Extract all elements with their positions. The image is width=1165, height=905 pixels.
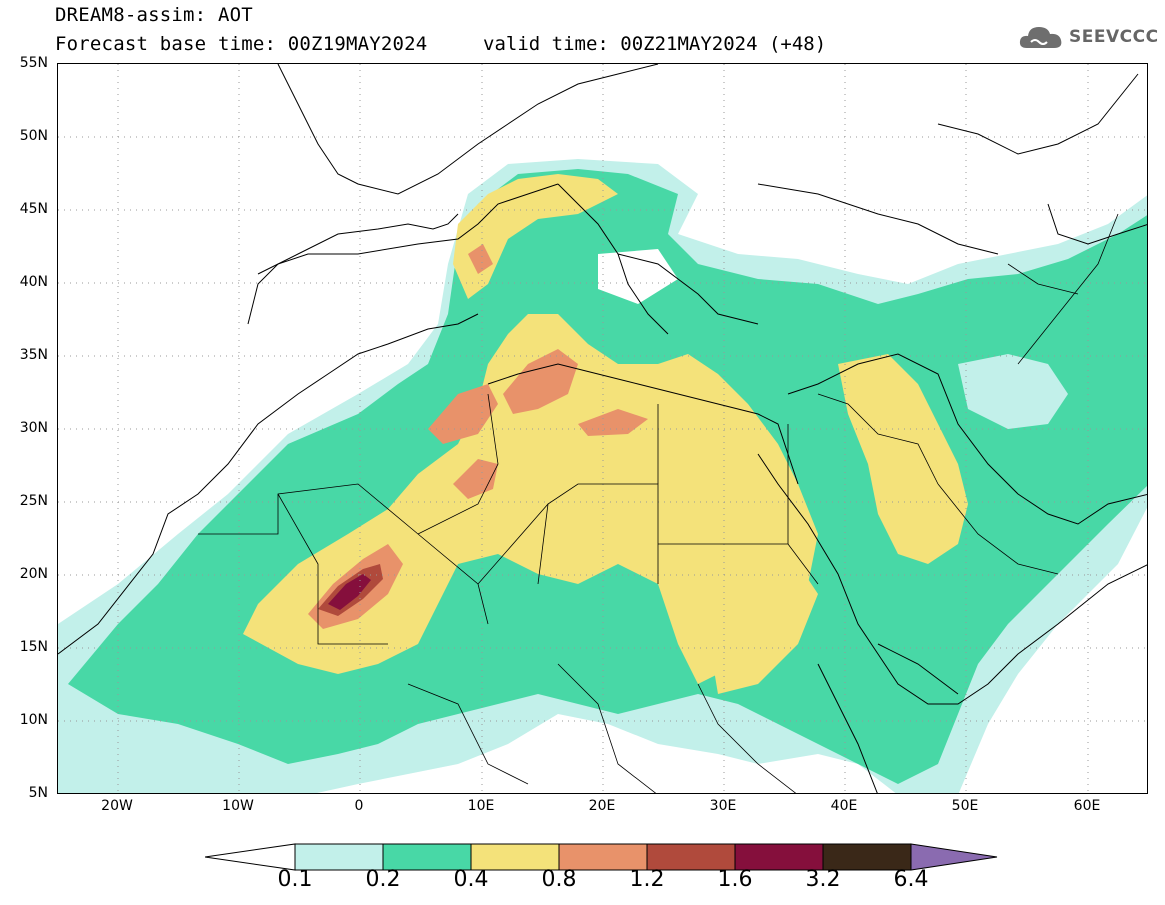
colorbar-label-1.2: 1.2 <box>629 867 665 892</box>
colorbar-swatch-0.1 <box>294 843 384 871</box>
logo-text: SEEVCCC <box>1069 27 1159 47</box>
colorbar-label-6.4: 6.4 <box>893 867 929 892</box>
colorbar-swatch-1.2 <box>646 843 736 871</box>
colorbar-swatch-3.2 <box>822 843 912 871</box>
colorbar-label-0.1: 0.1 <box>277 867 313 892</box>
aot-contour-0.8-alg <box>453 459 498 499</box>
aot-contour-0.4-iraq <box>838 354 968 564</box>
lat-label-45n: 45N <box>19 201 48 217</box>
aot-contour-0.8-po <box>468 244 493 274</box>
colorbar-swatch-0.8 <box>558 843 648 871</box>
aot-map <box>57 63 1148 794</box>
aot-contour-0.8-tunisia <box>503 349 578 414</box>
colorbar <box>205 843 998 871</box>
lon-label-10e: 10E <box>467 798 495 814</box>
lat-label-10n: 10N <box>19 712 48 728</box>
colorbar-label-1.6: 1.6 <box>717 867 753 892</box>
aot-hole-balkans <box>598 249 678 304</box>
lon-label-50e: 50E <box>951 798 979 814</box>
lat-label-25n: 25N <box>19 493 48 509</box>
lon-label-10w: 10W <box>222 798 254 814</box>
colorbar-label-0.4: 0.4 <box>453 867 489 892</box>
lat-label-50n: 50N <box>19 128 48 144</box>
lon-label-0: 0 <box>354 798 364 814</box>
lon-label-40e: 40E <box>830 798 858 814</box>
lat-label-30n: 30N <box>19 420 48 436</box>
forecast-base-time: Forecast base time: 00Z19MAY2024 <box>55 33 428 55</box>
borders <box>198 213 1119 793</box>
lat-label-55n: 55N <box>19 55 48 71</box>
lat-label-35n: 35N <box>19 347 48 363</box>
colorbar-swatch-1.6 <box>734 843 824 871</box>
lon-label-30e: 30E <box>709 798 737 814</box>
colorbar-swatch-0.2 <box>382 843 472 871</box>
aot-contour-0.8-libya <box>578 409 648 436</box>
valid-time: valid time: 00Z21MAY2024 (+48) <box>483 33 827 55</box>
colorbar-label-0.2: 0.2 <box>365 867 401 892</box>
aot-contour-0.4-alps <box>453 174 618 299</box>
aot-contour-0.8-atlas <box>428 384 498 444</box>
colorbar-swatch-0.4 <box>470 843 560 871</box>
lon-label-60e: 60E <box>1073 798 1101 814</box>
lat-label-20n: 20N <box>19 566 48 582</box>
lon-label-20w: 20W <box>101 798 133 814</box>
lat-label-15n: 15N <box>19 639 48 655</box>
lat-label-40n: 40N <box>19 274 48 290</box>
aot-contour-1.6 <box>328 574 371 610</box>
aot-contour-0.4-sudan <box>708 564 818 694</box>
aot-field <box>58 64 1147 793</box>
map-title: DREAM8-assim: AOT <box>55 4 253 26</box>
lat-label-5n: 5N <box>28 785 48 801</box>
cloud-icon <box>1019 27 1062 48</box>
lon-label-20e: 20E <box>588 798 616 814</box>
coastlines <box>58 64 1147 793</box>
colorbar-over-triangle <box>910 843 998 871</box>
colorbar-label-3.2: 3.2 <box>805 867 841 892</box>
aot-hole-arabia <box>958 354 1068 429</box>
colorbar-label-0.8: 0.8 <box>541 867 577 892</box>
seevccc-logo: SEEVCCC <box>1017 22 1159 52</box>
